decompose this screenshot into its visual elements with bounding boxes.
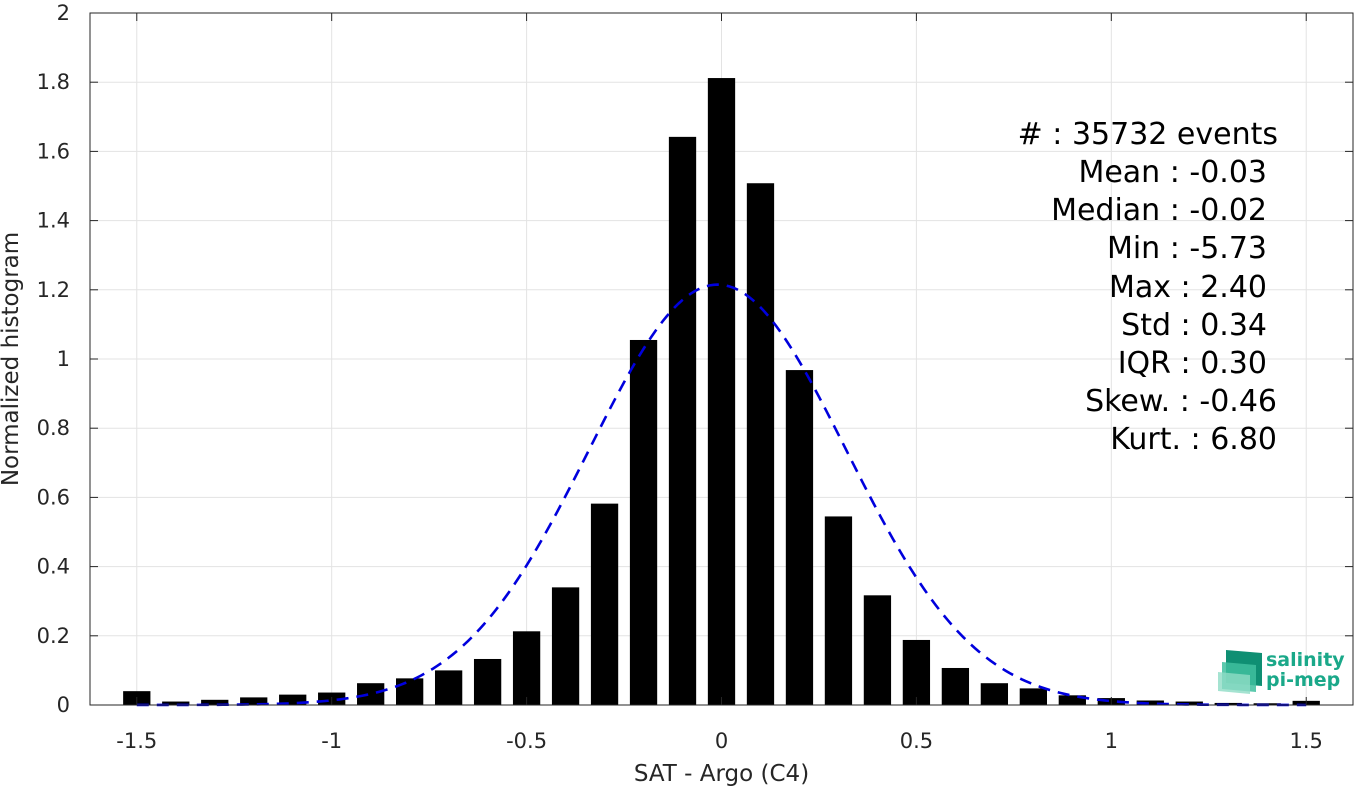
histogram-bar <box>357 683 385 705</box>
x-tick-label: -0.5 <box>506 729 547 753</box>
logo-line-1: salinity <box>1266 649 1345 671</box>
y-tick-label: 2 <box>57 1 70 25</box>
x-tick-label: 0.5 <box>900 729 933 753</box>
y-axis-ticks: 0 0.2 0.4 0.6 0.8 1 1.2 1.4 1.6 1.8 2 <box>37 1 1353 717</box>
stats-max: Max : 2.40 <box>1109 270 1267 305</box>
histogram-bar <box>941 667 970 705</box>
histogram-bar <box>980 683 1009 705</box>
stats-iqr: IQR : 0.30 <box>1118 346 1267 381</box>
histogram-bar <box>902 639 931 705</box>
histogram-bar <box>785 370 814 705</box>
histogram-bar <box>668 136 697 706</box>
histogram-bar <box>824 516 853 705</box>
histogram-bar <box>162 701 190 705</box>
histogram-bar <box>629 339 658 705</box>
histogram-bar <box>240 697 268 705</box>
y-tick-label: 1.6 <box>37 139 70 163</box>
y-tick-label: 0.2 <box>37 624 70 648</box>
histogram-bar <box>1058 695 1086 705</box>
x-tick-label: 0 <box>715 729 728 753</box>
y-tick-label: 1.2 <box>37 278 70 302</box>
y-axis-label: Normalized histogram <box>0 232 24 486</box>
histogram-bar <box>746 183 775 705</box>
stats-skew: Skew. : -0.46 <box>1085 384 1277 419</box>
histogram-bar <box>473 658 502 705</box>
x-tick-label: -1 <box>321 729 342 753</box>
histogram-bar <box>279 694 307 705</box>
histogram-bar <box>590 503 619 705</box>
y-tick-label: 0 <box>57 693 70 717</box>
x-tick-label: -1.5 <box>116 729 157 753</box>
histogram-bar <box>434 670 463 705</box>
stats-events: # : 35732 events <box>1018 117 1278 152</box>
x-tick-label: 1.5 <box>1290 729 1323 753</box>
stats-kurt: Kurt. : 6.80 <box>1110 422 1277 457</box>
histogram-bar <box>551 587 580 705</box>
stats-min: Min : -5.73 <box>1107 231 1267 266</box>
x-axis-ticks: -1.5 -1 -0.5 0 0.5 1 1.5 <box>116 13 1323 753</box>
histogram-bar <box>396 678 424 705</box>
histogram-bar <box>1136 700 1164 705</box>
salinity-pimep-logo: salinity pi-mep <box>1218 649 1345 694</box>
statistics-annotation: # : 35732 events Mean : -0.03 Median : -… <box>1018 117 1278 457</box>
logo-mark-icon <box>1218 650 1262 694</box>
y-tick-label: 1.4 <box>37 209 70 233</box>
histogram-bar <box>1175 701 1203 705</box>
x-tick-label: 1 <box>1105 729 1118 753</box>
y-tick-label: 1.8 <box>37 70 70 94</box>
stats-mean: Mean : -0.03 <box>1078 155 1267 190</box>
x-axis-label: SAT - Argo (C4) <box>634 761 809 787</box>
histogram-bar <box>863 595 892 705</box>
histogram-bar <box>1019 688 1047 705</box>
logo-line-2: pi-mep <box>1266 669 1340 691</box>
y-tick-label: 0.6 <box>37 485 70 509</box>
y-tick-label: 1 <box>57 347 70 371</box>
y-tick-label: 0.4 <box>37 555 70 579</box>
histogram-bar <box>512 631 541 705</box>
stats-median: Median : -0.02 <box>1051 193 1267 228</box>
histogram-bar <box>707 78 736 706</box>
stats-std: Std : 0.34 <box>1121 308 1267 343</box>
histogram-bars <box>123 78 1320 706</box>
y-tick-label: 0.8 <box>37 416 70 440</box>
histogram-bar <box>201 699 229 705</box>
